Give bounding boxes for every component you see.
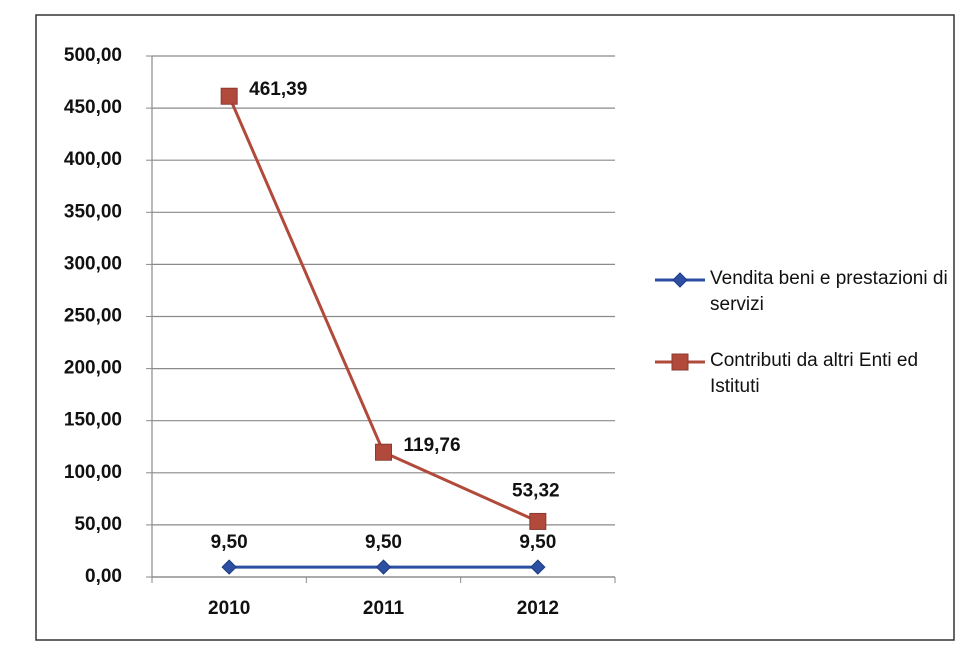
y-tick-label: 350,00 (64, 201, 122, 222)
data-label: 119,76 (404, 435, 461, 456)
marker (375, 559, 392, 575)
data-label: 9,50 (519, 532, 556, 553)
y-tick-label: 200,00 (64, 358, 122, 379)
data-label: 461,39 (249, 79, 307, 100)
data-label: 9,50 (365, 532, 402, 553)
y-tick-label: 500,00 (64, 45, 122, 66)
data-label: 53,32 (512, 480, 560, 501)
marker (529, 512, 547, 530)
y-tick-label: 150,00 (64, 410, 122, 431)
y-tick-label: 400,00 (64, 149, 122, 170)
y-tick-label: 0,00 (85, 566, 122, 587)
legend-label: Vendita beni e prestazioni di servizi (710, 268, 948, 315)
y-tick-label: 250,00 (64, 306, 122, 327)
y-tick-label: 50,00 (74, 514, 122, 535)
y-tick-label: 100,00 (64, 462, 122, 483)
y-tick-label: 450,00 (64, 97, 122, 118)
x-tick-label: 2011 (363, 598, 405, 619)
x-tick-label: 2010 (208, 598, 250, 619)
marker (375, 443, 392, 461)
marker (221, 559, 237, 575)
legend-label: Contributi da altri Enti ed Istituti (710, 350, 919, 397)
marker (671, 353, 689, 371)
x-tick-label: 2012 (517, 598, 559, 619)
data-label: 9,50 (211, 532, 248, 553)
chart-frame (35, 14, 955, 641)
y-tick-label: 300,00 (64, 253, 122, 274)
marker (530, 559, 546, 575)
marker (672, 272, 688, 288)
marker (220, 87, 238, 105)
